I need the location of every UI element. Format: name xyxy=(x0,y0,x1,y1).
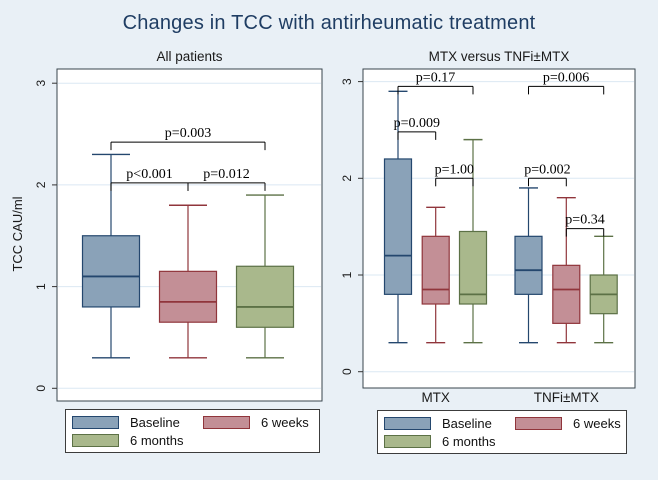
y-tick-label: 3 xyxy=(340,78,354,85)
legend-item-6months: 6 months xyxy=(72,433,183,448)
pvalue-label: p=0.003 xyxy=(165,126,211,141)
box-months6 xyxy=(458,230,488,305)
legend-swatch-baseline xyxy=(384,417,431,430)
legend-item-6months: 6 months xyxy=(384,434,495,449)
legend-swatch-6weeks xyxy=(515,417,562,430)
y-tick-label: 0 xyxy=(34,385,48,392)
pvalue-label: p=0.17 xyxy=(416,70,455,85)
x-category-label: MTX xyxy=(421,390,450,405)
box-baseline xyxy=(383,158,413,295)
legend-label-baseline: Baseline xyxy=(442,416,492,431)
box-baseline xyxy=(514,235,543,295)
y-tick-label: 2 xyxy=(34,181,48,188)
legend-label-baseline: Baseline xyxy=(130,415,180,430)
y-tick-label: 1 xyxy=(34,283,48,290)
legend-item-6weeks: 6 weeks xyxy=(203,415,309,430)
legend-right: Baseline 6 weeks 6 months xyxy=(377,410,627,454)
y-axis-label: TCC CAU/ml xyxy=(10,196,25,271)
legend-label-6months: 6 months xyxy=(442,434,496,449)
pvalue-label: p=0.34 xyxy=(565,213,604,228)
legend-swatch-baseline xyxy=(72,416,119,429)
y-tick-label: 0 xyxy=(340,368,354,375)
chart-title: Changes in TCC with antirheumatic treatm… xyxy=(122,12,536,34)
legend-item-baseline: Baseline xyxy=(384,416,492,431)
box-weeks6 xyxy=(421,235,450,305)
panel-subtitle: MTX versus TNFi±MTX xyxy=(429,49,570,64)
plot-area xyxy=(56,68,323,402)
legend-swatch-6weeks xyxy=(203,416,250,429)
pvalue-label: p=0.012 xyxy=(203,167,249,182)
legend-label-6weeks: 6 weeks xyxy=(573,416,621,431)
box-weeks6 xyxy=(158,270,218,323)
panel-subtitle: All patients xyxy=(156,49,222,64)
pvalue-label: p=1.00 xyxy=(435,162,474,177)
legend-label-6months: 6 months xyxy=(130,433,184,448)
legend-label-6weeks: 6 weeks xyxy=(261,415,309,430)
legend-left: Baseline 6 weeks 6 months xyxy=(65,409,320,453)
pvalue-label: p=0.006 xyxy=(543,70,589,85)
box-weeks6 xyxy=(552,264,581,324)
pvalue-label: p<0.001 xyxy=(126,167,172,182)
y-tick-label: 3 xyxy=(34,80,48,87)
y-tick-label: 2 xyxy=(340,175,354,182)
box-months6 xyxy=(235,265,295,328)
x-category-label: TNFi±MTX xyxy=(534,390,599,405)
legend-item-6weeks: 6 weeks xyxy=(515,416,621,431)
pvalue-label: p=0.009 xyxy=(394,116,440,131)
legend-swatch-6months xyxy=(384,435,431,448)
y-tick-label: 1 xyxy=(340,271,354,278)
legend-item-baseline: Baseline xyxy=(72,415,180,430)
box-baseline xyxy=(81,235,141,308)
legend-swatch-6months xyxy=(72,434,119,447)
pvalue-label: p=0.002 xyxy=(524,162,570,177)
